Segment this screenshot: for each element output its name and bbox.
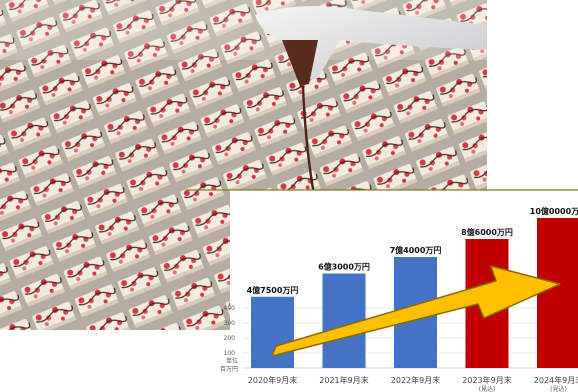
growth-trend-arrow: [271, 265, 561, 357]
category-note: (見込): [479, 385, 496, 392]
x-axis-categories: 2020年9月末 2021年9月末 2022年9月末 2023年9月末(見込)2024…: [248, 375, 578, 392]
value-labels: 4億7500万円 6億3000万円 7億4000万円 8億6000万円 10億0000万…: [247, 206, 578, 295]
y-unit-label-line1: 単位: [226, 357, 238, 365]
y-tick-label: 300: [224, 320, 236, 327]
value-label: 10億0000万円: [530, 206, 578, 216]
category-label: 2021年9月末: [319, 375, 368, 385]
value-label: 7億4000万円: [390, 245, 442, 255]
value-label: 4億7500万円: [247, 285, 299, 295]
category-label: 2022年9月末: [391, 375, 440, 385]
value-label: 8億6000万円: [461, 227, 513, 237]
y-axis-ticks: 100 200 300 400: [224, 305, 236, 357]
category-note: (見込): [550, 385, 567, 392]
bar: [251, 296, 294, 368]
bar: [537, 218, 578, 368]
category-label: 2023年9月末: [462, 375, 511, 385]
y-tick-label: 200: [224, 335, 236, 342]
y-tick-label: 100: [224, 350, 236, 357]
category-label: 2020年9月末: [248, 375, 297, 385]
y-tick-label: 400: [224, 305, 236, 312]
bar: [322, 273, 366, 368]
y-unit-label-line2: 百万円: [220, 366, 238, 373]
value-label: 6億3000万円: [318, 262, 370, 272]
category-label: 2024年9月末: [534, 375, 578, 385]
